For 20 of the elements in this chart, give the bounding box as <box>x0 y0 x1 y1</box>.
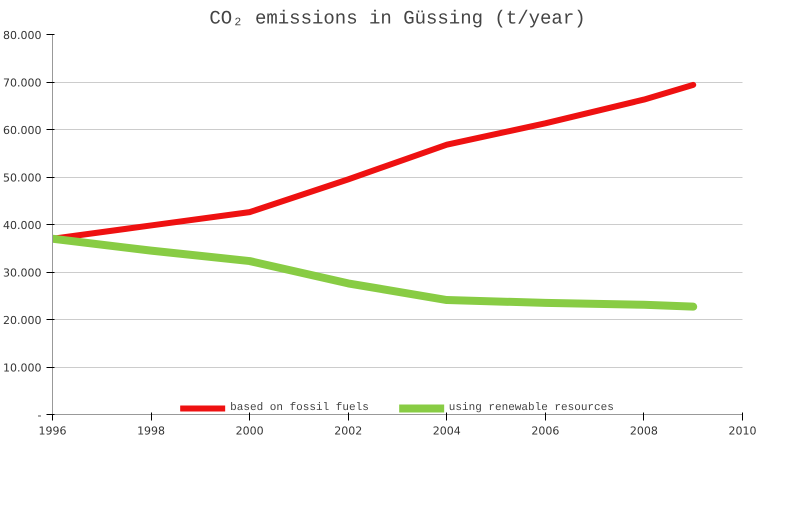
legend-label: using renewable resources <box>448 402 614 414</box>
y-tick-label: 70.000 <box>3 76 42 90</box>
y-tick-label: 50.000 <box>3 172 42 184</box>
x-tick-label: 2010 <box>728 424 757 438</box>
x-tick-label: 2006 <box>531 424 560 438</box>
x-tick-label: 2008 <box>630 424 658 438</box>
y-tick-label: 40.000 <box>3 219 42 232</box>
chart-title: CO₂ emissions in Güssing (t/year) <box>209 8 586 30</box>
x-tick-label: 2002 <box>334 424 362 438</box>
y-tick-label: 10.000 <box>3 362 42 374</box>
y-tick-label: 60.000 <box>3 124 42 137</box>
y-tick-label: 30.000 <box>3 266 42 280</box>
x-tick-label: 1996 <box>38 424 67 438</box>
y-tick-label: 20.000 <box>3 314 42 327</box>
x-tick-label: 2000 <box>236 424 264 438</box>
x-tick-label: 2004 <box>432 424 461 438</box>
legend-label: based on fossil fuels <box>230 402 369 414</box>
x-tick-label: 1998 <box>137 424 166 438</box>
y-tick-label: 80.000 <box>3 29 42 42</box>
y-tick-label: - <box>38 409 42 422</box>
